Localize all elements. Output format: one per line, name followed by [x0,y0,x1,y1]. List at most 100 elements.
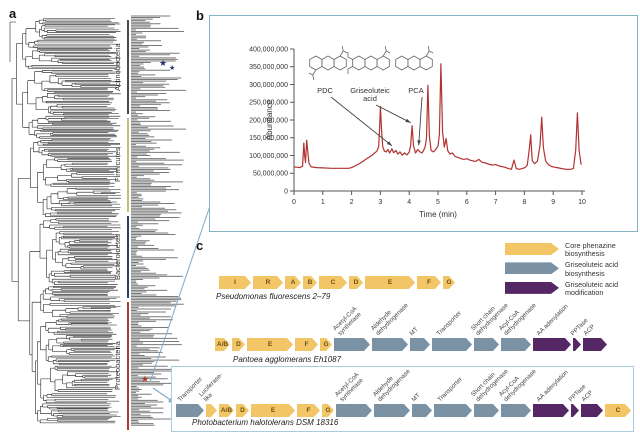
gene-arrow-shape [219,276,251,289]
gene-arrow-shape [247,338,293,351]
svg-text:1: 1 [321,199,325,206]
gene-arrow-shape [336,404,372,417]
gene-arrow-shape [434,404,472,417]
panel-c-label: c [196,238,204,253]
tick-labels: 0 50,000,000 100,000,000 150,000,000 200,000… [249,46,586,206]
phylum-label-bacteroidetes: Bacteroidetes [113,234,122,280]
gene-letter: C [615,407,621,414]
svg-text:2: 2 [350,199,354,206]
gene-function-label: Acetyl-CoA synthetase [331,305,363,338]
gene-arrow-e: E [247,338,293,351]
gene-arrow-shape [501,338,531,351]
legend-arrow-core-icon [505,243,559,255]
gene-arrow-shape [501,404,531,417]
gene-arrow-r: R [253,276,283,289]
gene-arrow-shape [443,276,455,289]
gene-letter: F [304,341,309,348]
gene-letter: I [234,279,236,286]
organism-label-pantoea: Pantoea agglomerans Eh1087 [233,355,342,364]
gene-function-label: AA adenylation [535,369,570,404]
gene-letter: A/B [216,341,229,348]
svg-text:8: 8 [522,199,526,206]
panel-a-label: a [9,6,17,21]
gene-letter: F [306,407,311,414]
svg-text:5: 5 [436,199,440,206]
gene-arrow-d: D [349,276,363,289]
gene-letter: B [307,279,313,286]
legend-item-core: Core phenazine biosynthesis [505,241,635,259]
svg-text:0: 0 [292,199,296,206]
gene-arrow-acp: ACP [580,389,603,417]
gene-arrow-shape [410,338,430,351]
gene-arrow-shape [206,404,217,417]
gene-arrow-shape [303,276,317,289]
gene-arrow-shape [432,338,472,351]
gene-function-label: Aldehyde dehydrogenase [371,368,412,404]
gene-arrow-shape [285,276,301,289]
svg-text:400,000,000: 400,000,000 [249,46,288,53]
gene-arrow-shape [573,338,581,351]
gene-letter: A [290,279,296,286]
gene-row-pantoea: A/B D E F G Acetyl-CoA synthetase Aldehyde deh… [215,302,609,351]
gene-arrow-aa-adenylation: AA adenylation [533,369,570,417]
gene-arrow-shape [232,338,245,351]
gene-arrow-transporter: Transporter [176,376,204,417]
y-axis-title: Abundance [265,99,274,140]
photobacterium-cluster-box: Transporter Luciferase- like A/B D E F G Acetyl… [171,366,634,432]
gene-arrow-g: G [322,404,334,417]
griseoluteic-structure [347,45,391,74]
gene-function-label: MT [410,392,423,404]
gene-function-label: AA adenylation [535,303,570,338]
compound-label: Griseoluteic acid [350,86,390,103]
phylum-label-proteobacteria: Proteobacteria [113,341,122,391]
gene-letter: D [236,341,241,348]
gene-arrow-shape [474,338,499,351]
svg-text:9: 9 [551,199,555,206]
compound-label: PCA [408,86,423,95]
gene-arrow-d: D [232,338,245,351]
gene-arrow-shape [581,404,603,417]
gene-arrow-mt: MT [411,392,432,417]
gene-arrow-i: I [219,276,251,289]
gene-arrow-aldehyde: Aldehyde dehydrogenase [370,302,410,351]
gene-arrow-shape [322,404,334,417]
gene-letter: E [387,279,393,286]
phylum-line-bacteroidetes [127,216,129,298]
gene-arrow-shape [251,404,295,417]
gene-legend: Core phenazine biosynthesis Griseoluteic … [505,241,635,300]
gene-arrow-f: F [417,276,441,289]
panel-b-label: b [196,8,204,23]
gene-arrow-shape [320,338,332,351]
phylum-line-firmicutes [127,118,129,212]
phylum-line-proteobacteria [127,302,129,430]
gene-arrow-shape [253,276,283,289]
gene-arrow-d: D [236,404,249,417]
legend-item-gris: Griseoluteic acid biosynthesis [505,261,635,277]
gene-arrow-luciferase-: Luciferase- like [198,372,225,417]
gene-arrow-shape [176,404,204,417]
gene-arrow-acyl-coa: Acyl-CoA dehydrogenase [497,302,537,351]
compound-label: PDC [317,86,333,95]
gene-arrow-a-b: A/B [219,404,234,417]
legend-item-mod: Griseoluteic acid modification [505,280,635,297]
phylogenetic-tree [9,18,121,424]
svg-text:4: 4 [407,199,411,206]
svg-text:300,000,000: 300,000,000 [249,82,288,89]
gene-arrow-shape [319,276,347,289]
gene-letter: C [330,279,336,286]
gene-arrow-short-chain: Short chain dehydrogenase [469,368,509,417]
pdc-structure [308,45,348,81]
gene-arrow-pptase: PPTase [569,317,589,351]
blue-star-marker: ★ [159,58,168,68]
gene-arrow-shape [297,404,320,417]
tree-branches [9,18,121,424]
svg-text:7: 7 [494,199,498,206]
gene-letter: E [267,341,273,348]
gene-arrow-acetyl-coa: Acetyl-CoA synthetase [334,372,372,417]
legend-label: Core phenazine biosynthesis [565,241,616,259]
gene-arrow-mt: MT [409,326,430,351]
phylum-label-firmicutes: Firmicutes [113,147,122,183]
gene-arrow-e: E [365,276,415,289]
gene-arrow-e: E [251,404,295,417]
x-axis-title: Time (min) [419,210,457,219]
